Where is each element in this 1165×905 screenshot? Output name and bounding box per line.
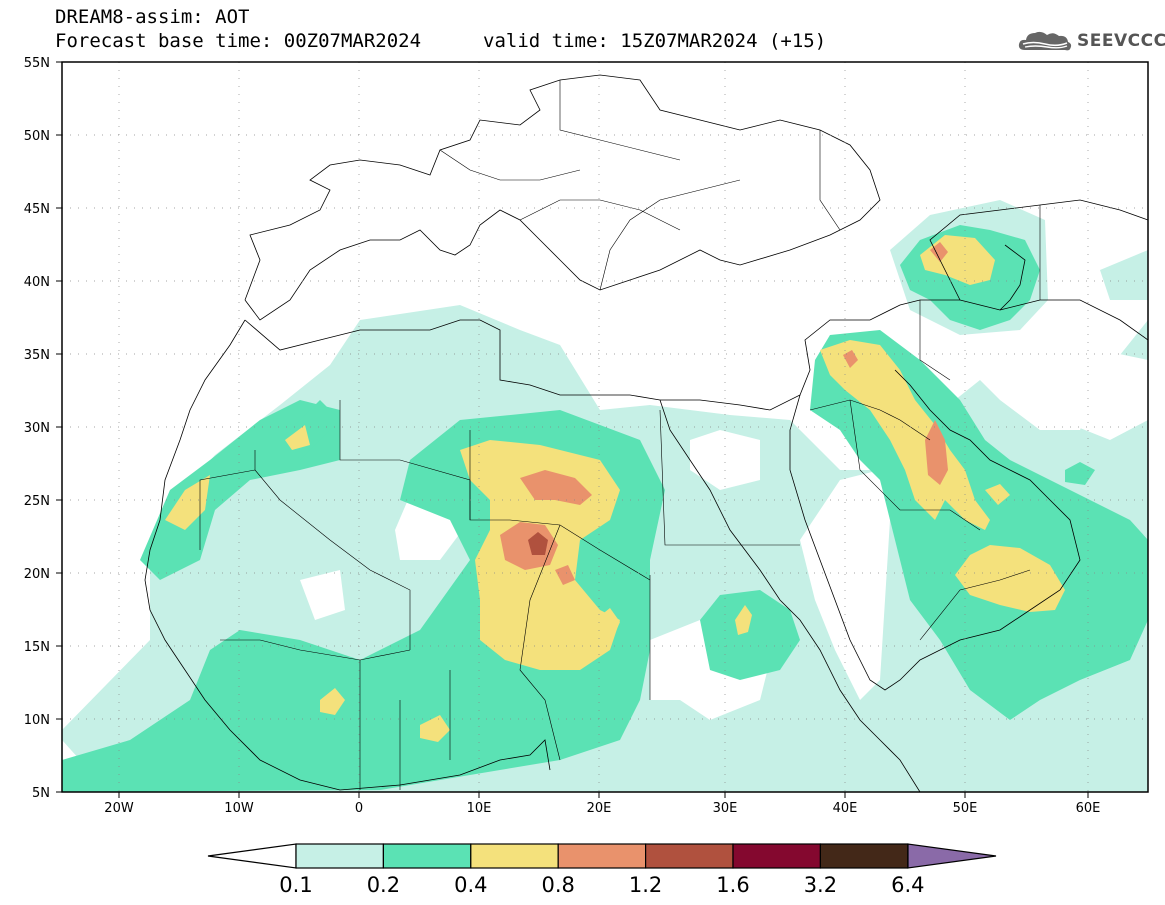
lat-tick-label: 40N — [24, 275, 50, 290]
lon-tick-label: 40E — [833, 801, 858, 816]
colorbar-label: 1.6 — [716, 873, 749, 897]
colorbar-box — [819, 843, 909, 869]
latitude-ticks: 55N 50N 45N 40N 35N 30N 25N 20N 15N 10N 5N — [24, 56, 62, 801]
longitude-ticks: 20W 10W 0 10E 20E 30E 40E 50E 60E — [104, 792, 1100, 816]
cloud-icon — [1018, 31, 1072, 51]
colorbar-box — [295, 843, 385, 869]
lat-tick-label: 10N — [24, 713, 50, 728]
lon-tick-label: 30E — [713, 801, 738, 816]
coastlines — [144, 74, 1148, 792]
lat-tick-label: 5N — [32, 786, 50, 801]
lat-tick-label: 45N — [24, 202, 50, 217]
colorbar-label: 1.2 — [629, 873, 662, 897]
lon-tick-label: 20E — [587, 801, 612, 816]
colorbar-box — [470, 843, 559, 869]
map-grid — [62, 62, 1148, 792]
colorbar-box — [644, 843, 734, 869]
lat-tick-label: 50N — [24, 129, 50, 144]
lon-tick-label: 60E — [1076, 801, 1101, 816]
aot-level-1.2 — [528, 532, 548, 555]
lat-tick-label: 15N — [24, 640, 50, 655]
colorbar-box — [557, 843, 647, 869]
aot-field — [62, 62, 1148, 792]
aot-level-0.8 — [500, 242, 948, 585]
colorbar-low-arrow — [207, 843, 297, 869]
colorbar-box — [382, 843, 472, 869]
lon-tick-label: 10W — [224, 801, 254, 816]
lat-tick-label: 35N — [24, 348, 50, 363]
lat-tick-label: 25N — [24, 494, 50, 509]
lon-tick-label: 0 — [355, 801, 363, 816]
colorbar-high-arrow — [907, 843, 997, 869]
lon-tick-label: 10E — [467, 801, 492, 816]
lat-tick-label: 30N — [24, 421, 50, 436]
colorbar: 0.1 0.2 0.4 0.8 1.2 1.6 3.2 6.4 — [207, 843, 997, 897]
seevccc-logo: SEEVCCC — [1017, 26, 1165, 56]
lat-tick-label: 20N — [24, 567, 50, 582]
map-title: DREAM8-assim: AOT — [55, 6, 250, 28]
colorbar-label: 6.4 — [891, 873, 924, 897]
aot-low-areas — [62, 350, 1148, 792]
colorbar-label: 0.8 — [541, 873, 574, 897]
colorbar-label: 0.1 — [279, 873, 312, 897]
colorbar-box — [732, 843, 822, 869]
lon-tick-label: 20W — [104, 801, 134, 816]
forecast-base-time: Forecast base time: 00Z07MAR2024 — [55, 30, 422, 52]
country-borders — [199, 80, 1041, 790]
lon-tick-label: 50E — [953, 801, 978, 816]
lat-tick-label: 55N — [24, 56, 50, 71]
colorbar-label: 3.2 — [804, 873, 837, 897]
colorbar-label: 0.4 — [454, 873, 487, 897]
colorbar-label: 0.2 — [367, 873, 400, 897]
valid-time: valid time: 15Z07MAR2024 (+15) — [483, 30, 827, 52]
logo-text: SEEVCCC — [1077, 31, 1165, 51]
